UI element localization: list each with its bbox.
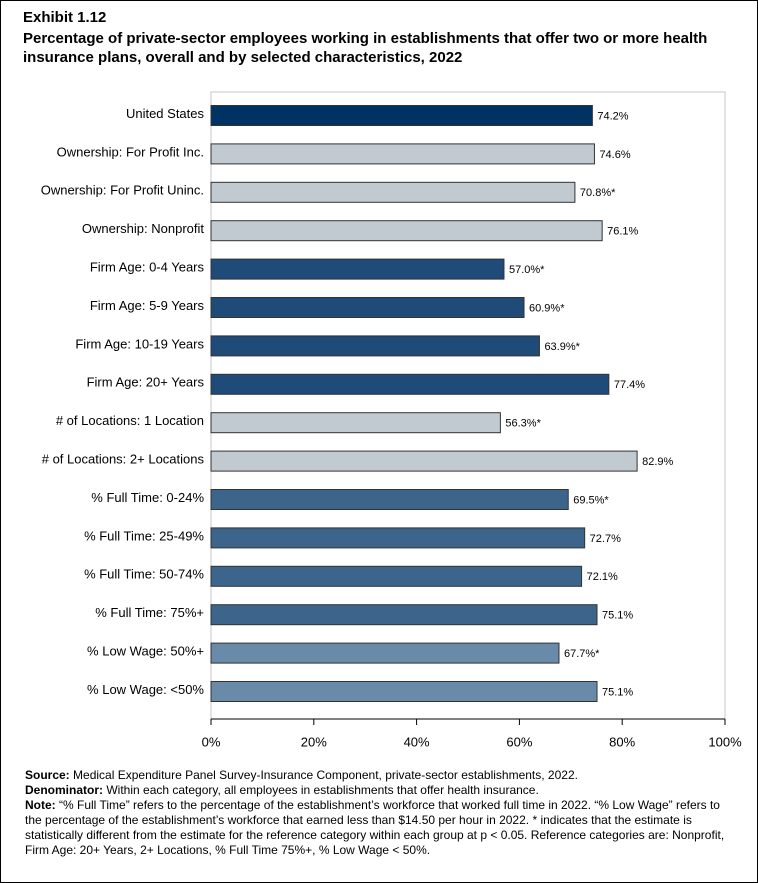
category-label: % Full Time: 25-49% bbox=[84, 528, 204, 543]
value-label: 82.9% bbox=[642, 456, 673, 468]
category-label: Ownership: For Profit Inc. bbox=[57, 144, 204, 159]
category-label: % Low Wage: 50%+ bbox=[87, 644, 204, 659]
bar bbox=[210, 143, 595, 165]
bar bbox=[210, 220, 603, 242]
value-label: 56.3%* bbox=[505, 418, 541, 430]
bar bbox=[210, 412, 501, 434]
bar bbox=[210, 527, 586, 549]
footer-line: Note: “% Full Time” refers to the percen… bbox=[25, 798, 735, 858]
chart: 0% 20% 40% 60% 80% 100% United States 74.2% Owne… bbox=[41, 91, 742, 749]
bar bbox=[210, 373, 610, 395]
value-label: 69.5%* bbox=[573, 494, 609, 506]
category-label: Firm Age: 20+ Years bbox=[87, 375, 205, 390]
x-tick-label: 40% bbox=[404, 734, 430, 749]
category-label: % Low Wage: <50% bbox=[87, 682, 204, 697]
value-label: 72.1% bbox=[587, 571, 618, 583]
category-label: United States bbox=[126, 106, 205, 121]
x-tick-label: 100% bbox=[708, 734, 742, 749]
category-label: % Full Time: 0-24% bbox=[91, 490, 204, 505]
footer-label: Source: bbox=[25, 768, 70, 782]
category-label: # of Locations: 2+ Locations bbox=[42, 452, 205, 467]
exhibit-label: Exhibit 1.12 bbox=[23, 9, 107, 26]
category-label: % Full Time: 50-74% bbox=[84, 567, 204, 582]
footer-text: Within each category, all employees in e… bbox=[106, 783, 539, 797]
value-label: 74.2% bbox=[597, 110, 628, 122]
x-tick-label: 0% bbox=[202, 734, 221, 749]
value-label: 63.9%* bbox=[544, 341, 580, 353]
x-tick-label: 20% bbox=[301, 734, 327, 749]
value-label: 75.1% bbox=[602, 686, 633, 698]
value-label: 72.7% bbox=[590, 533, 621, 545]
bar bbox=[210, 297, 525, 318]
bar bbox=[210, 489, 569, 510]
value-label: 74.6% bbox=[599, 149, 630, 161]
category-label: Firm Age: 5-9 Years bbox=[90, 298, 205, 313]
category-label: Ownership: For Profit Uninc. bbox=[41, 183, 204, 198]
category-label: # of Locations: 1 Location bbox=[56, 413, 204, 428]
value-label: 75.1% bbox=[602, 610, 633, 622]
footer-line: Denominator: Within each category, all e… bbox=[25, 783, 735, 798]
category-label: Firm Age: 0-4 Years bbox=[90, 260, 205, 275]
footer-label: Note: bbox=[25, 798, 56, 812]
bar bbox=[210, 681, 598, 702]
footer: Source: Medical Expenditure Panel Survey… bbox=[25, 768, 735, 858]
bar bbox=[210, 258, 505, 280]
value-label: 70.8%* bbox=[580, 187, 616, 199]
footer-label: Denominator: bbox=[25, 783, 103, 797]
footer-text: “% Full Time” refers to the percentage o… bbox=[25, 798, 725, 857]
footer-line: Source: Medical Expenditure Panel Survey… bbox=[25, 768, 735, 783]
x-tick-label: 60% bbox=[506, 734, 532, 749]
footer-text: Medical Expenditure Panel Survey-Insuran… bbox=[73, 768, 578, 782]
category-label: % Full Time: 75%+ bbox=[95, 605, 204, 620]
value-label: 60.9%* bbox=[529, 302, 565, 314]
x-tick-label: 80% bbox=[609, 734, 635, 749]
value-label: 67.7%* bbox=[564, 648, 600, 660]
chart-title: Percentage of private-sector employees w… bbox=[23, 30, 708, 66]
category-label: Firm Age: 10-19 Years bbox=[75, 336, 204, 351]
bar bbox=[210, 604, 598, 626]
bar bbox=[210, 565, 583, 587]
value-label: 76.1% bbox=[607, 226, 638, 238]
bar bbox=[210, 105, 593, 126]
bar bbox=[210, 642, 560, 664]
bar bbox=[210, 335, 540, 357]
value-label: 77.4% bbox=[614, 379, 645, 391]
bar bbox=[210, 181, 576, 203]
category-label: Ownership: Nonprofit bbox=[82, 221, 204, 236]
value-label: 57.0%* bbox=[509, 264, 545, 276]
bar bbox=[210, 450, 638, 472]
